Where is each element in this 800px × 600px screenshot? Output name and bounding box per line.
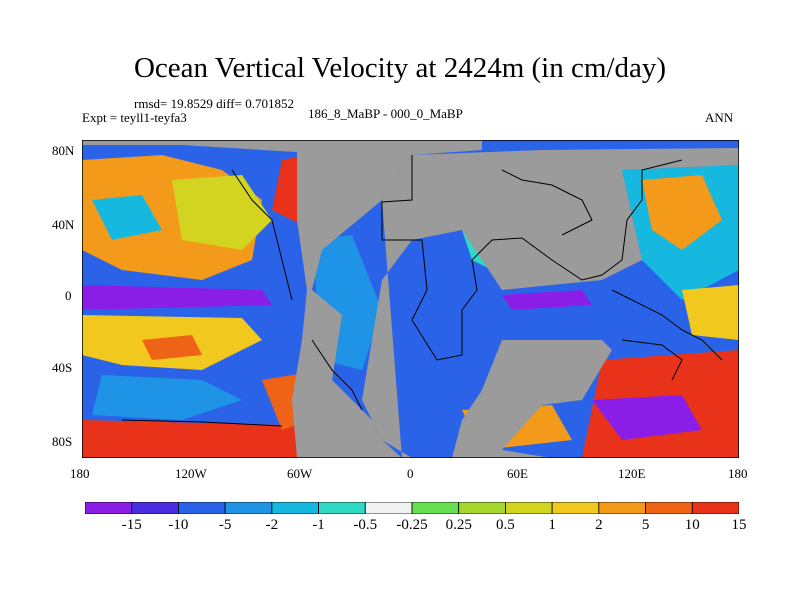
colorbar [85,502,739,514]
colorbar-swatch [691,502,739,514]
colorbar-swatch [224,502,273,514]
colorbar-swatch [271,502,319,514]
lon-tick-60w: 60W [287,466,313,481]
colorbar-swatch [458,502,506,514]
colorbar-swatch [505,502,553,514]
colorbar-label: 5 [641,517,650,533]
colorbar-swatch [178,502,226,514]
lat-tick-40n: 40N [52,217,75,232]
lon-tick-180w: 180 [70,466,90,481]
colorbar-swatch [364,502,413,514]
lat-tick-40s: 40S [52,360,73,375]
lat-tick-80n: 80N [52,143,75,158]
colorbar-label: 1 [548,517,556,533]
lon-tick-120w: 120W [175,466,207,481]
colorbar-swatch [645,502,693,514]
colorbar-swatch [411,502,460,514]
lat-tick-80s: 80S [52,434,73,449]
colorbar-label: -0.25 [396,517,428,533]
colorbar-swatch [85,502,133,514]
period-label: 186_8_MaBP - 000_0_MaBP [308,106,463,121]
season-label: ANN [705,110,734,125]
colorbar-swatch [598,502,646,514]
map-panel [82,140,739,458]
colorbar-label: -5 [218,517,232,533]
colorbar-label: 0.25 [445,517,472,533]
colorbar-label: -10 [168,517,189,533]
land-masses [82,140,739,458]
colorbar-label: 0.5 [496,517,515,533]
colorbar-label: -2 [265,517,279,533]
colorbar-label: 15 [731,517,747,533]
colorbar-label: -0.5 [353,517,378,533]
lon-tick-120e: 120E [618,466,646,481]
colorbar-swatch [131,502,179,514]
colorbar-label: 10 [684,517,700,533]
stats-text: rmsd= 19.8529 diff= 0.701852 [134,96,294,111]
lon-tick-180e: 180 [728,466,748,481]
colorbar-label: -1 [312,517,325,533]
lat-tick-0: 0 [65,288,72,303]
velocity-field [82,150,739,458]
colorbar-label: 2 [595,517,603,533]
coastlines [121,155,723,427]
lon-tick-60e: 60E [507,466,528,481]
colorbar-label: -15 [121,517,142,533]
experiment-label: Expt = teyll1-teyfa3 [82,110,187,125]
chart-title: Ocean Vertical Velocity at 2424m (in cm/… [133,52,667,84]
colorbar-swatch [551,502,600,514]
lon-tick-0: 0 [407,466,414,481]
colorbar-swatch [318,502,366,514]
